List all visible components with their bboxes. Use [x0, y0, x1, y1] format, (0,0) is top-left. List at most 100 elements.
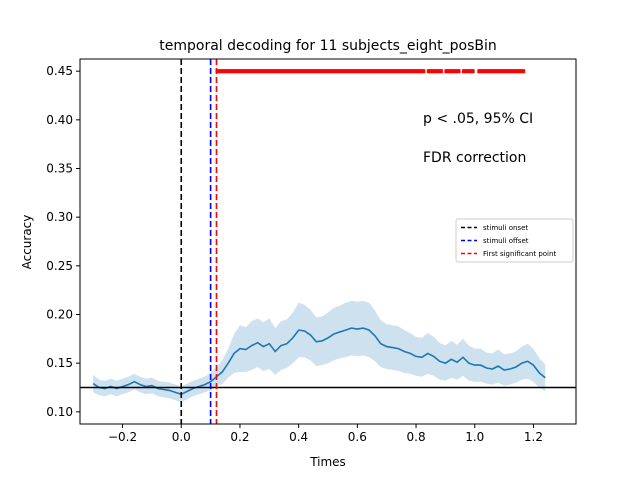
- significance-marker-215: [478, 69, 481, 74]
- significance-marker-224: [489, 69, 491, 74]
- significance-marker-103: [336, 69, 339, 74]
- significance-marker-115: [350, 69, 353, 74]
- significance-marker-65: [291, 69, 294, 74]
- significance-marker-94: [325, 69, 328, 74]
- significance-marker-109: [343, 69, 346, 74]
- significance-marker-160: [403, 69, 406, 74]
- significance-marker-45: [268, 69, 271, 74]
- significance-marker-76: [304, 69, 307, 74]
- x-tick-label-6: 1.0: [465, 430, 484, 444]
- y-tick-label-5: 0.35: [46, 162, 73, 176]
- significance-marker-214: [477, 69, 480, 74]
- significance-marker-120: [356, 69, 359, 74]
- x-tick-label-2: 0.2: [230, 430, 249, 444]
- significance-marker-222: [486, 69, 489, 74]
- significance-marker-244: [512, 69, 515, 74]
- significance-marker-58: [283, 69, 286, 74]
- significance-marker-39: [261, 69, 264, 74]
- significance-marker-225: [490, 69, 493, 74]
- significance-marker-234: [500, 69, 503, 74]
- significance-marker-75: [303, 69, 306, 74]
- significance-marker-104: [337, 69, 340, 74]
- significance-marker-251: [520, 69, 523, 74]
- significance-marker-156: [398, 69, 401, 74]
- significance-marker-174: [419, 69, 422, 74]
- significance-marker-235: [501, 69, 504, 74]
- significance-marker-14: [231, 69, 234, 74]
- significance-marker-138: [377, 69, 380, 74]
- significance-marker-219: [483, 69, 486, 74]
- significance-marker-245: [513, 69, 516, 74]
- significance-marker-220: [484, 69, 487, 74]
- significance-marker-218: [482, 69, 484, 74]
- accuracy-line: [92, 327, 546, 396]
- significance-marker-123: [359, 69, 362, 74]
- legend-label-stimuli-offset: stimuli offset: [483, 237, 529, 245]
- x-ticks: −0.2 0.0 0.2 0.4 0.6 0.8 1.0 1.2: [108, 424, 543, 444]
- significance-marker-208: [466, 69, 469, 74]
- significance-marker-147: [388, 69, 390, 74]
- significance-marker-145: [385, 69, 388, 74]
- significance-marker-180: [429, 69, 432, 74]
- significance-marker-149: [390, 69, 393, 74]
- y-tick-label-6: 0.40: [46, 113, 73, 127]
- significance-marker-246: [514, 69, 517, 74]
- significance-marker-191: [444, 69, 447, 74]
- significance-marker-188: [438, 69, 441, 74]
- significance-marker-162: [405, 69, 408, 74]
- chart-title: temporal decoding for 11 subjects_eight_…: [159, 38, 496, 54]
- significance-marker-24: [243, 69, 246, 74]
- significance-marker-130: [368, 69, 371, 74]
- significance-marker-136: [375, 69, 378, 74]
- significance-marker-105: [338, 69, 341, 74]
- significance-marker-97: [329, 69, 332, 74]
- significance-marker-153: [395, 69, 398, 74]
- significance-marker-13: [230, 69, 233, 74]
- significance-marker-42: [264, 69, 267, 74]
- significance-marker-96: [328, 69, 331, 74]
- significance-marker-131: [369, 69, 372, 74]
- significance-marker-49: [273, 69, 275, 74]
- significance-marker-213: [472, 69, 475, 74]
- significance-marker-35: [256, 69, 259, 74]
- significance-marker-81: [310, 69, 313, 74]
- significance-marker-134: [372, 69, 375, 74]
- significance-marker-33: [254, 69, 257, 74]
- significance-marker-59: [284, 69, 287, 74]
- significance-marker-240: [507, 69, 510, 74]
- significance-marker-71: [298, 69, 301, 74]
- significance-marker-84: [314, 69, 317, 74]
- significance-marker-21: [240, 69, 243, 74]
- significance-marker-168: [412, 69, 415, 74]
- significance-marker-204: [462, 69, 464, 74]
- significance-marker-28: [248, 69, 251, 74]
- significance-marker-72: [300, 69, 302, 74]
- significance-marker-92: [323, 69, 326, 74]
- x-tick-label-5: 0.8: [407, 430, 426, 444]
- significance-marker-206: [464, 69, 467, 74]
- significance-marker-0: [215, 69, 218, 74]
- significance-marker-167: [411, 69, 414, 74]
- x-axis-label: Times: [309, 455, 346, 469]
- significance-marker-250: [519, 69, 522, 74]
- significance-marker-62: [288, 69, 291, 74]
- significance-marker-106: [339, 69, 342, 74]
- significance-marker-90: [321, 69, 324, 74]
- significance-marker-67: [294, 69, 297, 74]
- significance-marker-91: [322, 69, 325, 74]
- significance-marker-111: [345, 69, 348, 74]
- significance-marker-239: [506, 69, 509, 74]
- significance-marker-146: [386, 69, 389, 74]
- significance-marker-211: [470, 69, 473, 74]
- significance-marker-16: [234, 69, 237, 74]
- significance-marker-152: [393, 69, 396, 74]
- significance-marker-142: [382, 69, 385, 74]
- significance-marker-66: [293, 69, 295, 74]
- significance-marker-177: [423, 69, 426, 74]
- significance-marker-217: [480, 69, 483, 74]
- significance-marker-252: [521, 69, 524, 74]
- significance-marker-83: [312, 69, 315, 74]
- significance-marker-17: [235, 69, 238, 74]
- significance-marker-166: [410, 69, 413, 74]
